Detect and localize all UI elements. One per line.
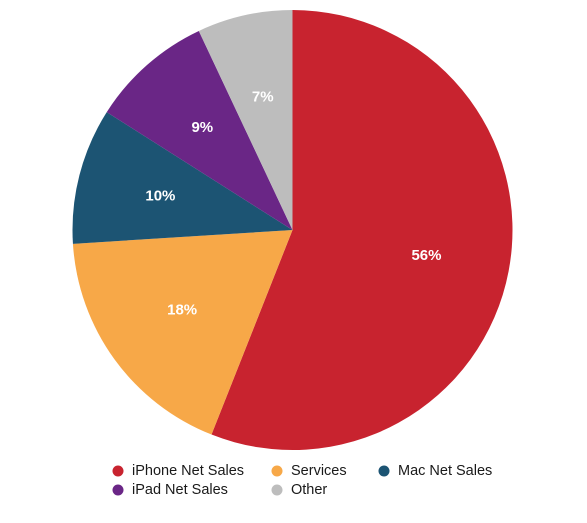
legend-item-ipad-net-sales: iPad Net Sales <box>112 482 228 498</box>
pie-slice-other <box>198 10 293 230</box>
legend-item-other: Other <box>271 482 327 498</box>
slice-label-iphone-net-sales: 56% <box>411 247 441 264</box>
legend-label-mac-net-sales: Mac Net Sales <box>398 463 492 479</box>
legend-item-iphone-net-sales: iPhone Net Sales <box>112 463 244 479</box>
legend-swatch-ipad-net-sales <box>112 484 124 496</box>
legend-item-services: Services <box>271 463 347 479</box>
legend-label-services: Services <box>291 463 347 479</box>
slice-label-ipad-net-sales: 9% <box>191 119 213 136</box>
pie-slices <box>72 10 513 450</box>
legend-swatch-mac-net-sales <box>378 465 390 477</box>
legend-swatch-iphone-net-sales <box>112 465 124 477</box>
pie-slice-iphone-net-sales <box>211 10 513 450</box>
slice-label-mac-net-sales: 10% <box>145 188 175 205</box>
legend-swatch-other <box>271 484 283 496</box>
pie-slice-mac-net-sales <box>72 112 293 244</box>
legend-swatch-services <box>271 465 283 477</box>
pie-slice-ipad-net-sales <box>106 30 293 230</box>
legend-label-ipad-net-sales: iPad Net Sales <box>132 482 228 498</box>
slice-label-other: 7% <box>252 88 274 105</box>
slice-label-services: 18% <box>167 302 197 319</box>
pie-slice-labels: 56% 18% 10% 9% 7% <box>145 88 441 318</box>
legend-label-other: Other <box>291 482 327 498</box>
chart-legend: iPhone Net Sales Services Mac Net Sales iPa… <box>112 463 492 498</box>
legend-item-mac-net-sales: Mac Net Sales <box>378 463 492 479</box>
legend-label-iphone-net-sales: iPhone Net Sales <box>132 463 244 479</box>
pie-slice-services <box>72 230 293 435</box>
